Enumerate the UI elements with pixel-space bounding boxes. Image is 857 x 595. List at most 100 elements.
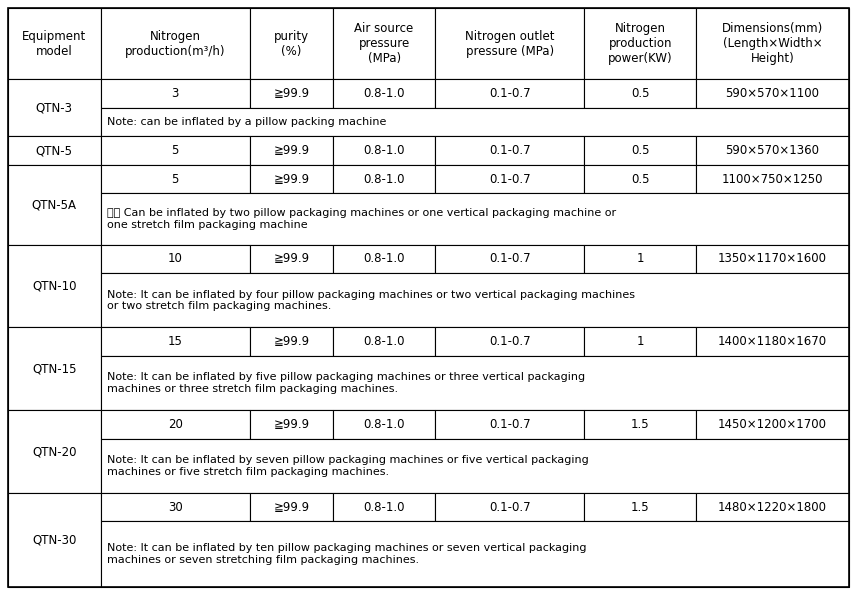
Text: 5: 5 — [171, 144, 179, 157]
Text: 0.5: 0.5 — [631, 173, 650, 186]
Text: 0.1-0.7: 0.1-0.7 — [489, 144, 530, 157]
Text: ≧99.9: ≧99.9 — [273, 418, 309, 431]
Text: Air source
pressure
(MPa): Air source pressure (MPa) — [355, 22, 414, 65]
Bar — [100, 273, 849, 327]
Text: 20: 20 — [168, 418, 183, 431]
Bar — [435, 165, 584, 193]
Text: 590×570×1100: 590×570×1100 — [726, 87, 819, 100]
Bar — [250, 165, 333, 193]
Bar — [435, 8, 584, 79]
Bar — [333, 136, 435, 165]
Bar — [333, 79, 435, 108]
Bar — [100, 356, 849, 410]
Bar — [333, 327, 435, 356]
Bar — [696, 136, 849, 165]
Text: ≧99.9: ≧99.9 — [273, 500, 309, 513]
Bar — [8, 79, 100, 136]
Bar — [696, 79, 849, 108]
Bar — [8, 8, 100, 79]
Bar — [8, 327, 100, 410]
Bar — [8, 136, 100, 165]
Text: QTN-3: QTN-3 — [36, 101, 73, 114]
Bar — [100, 245, 250, 273]
Text: 15: 15 — [168, 335, 183, 348]
Bar — [100, 8, 250, 79]
Bar — [100, 136, 250, 165]
Bar — [435, 327, 584, 356]
Bar — [250, 79, 333, 108]
Bar — [8, 493, 100, 587]
Bar — [250, 493, 333, 521]
Text: 0.1-0.7: 0.1-0.7 — [489, 335, 530, 348]
Bar — [696, 8, 849, 79]
Text: Note: can be inflated by a pillow packing machine: Note: can be inflated by a pillow packin… — [106, 117, 386, 127]
Bar — [333, 8, 435, 79]
Text: 10: 10 — [168, 252, 183, 265]
Bar — [584, 165, 696, 193]
Bar — [250, 245, 333, 273]
Bar — [8, 410, 100, 493]
Text: ≧99.9: ≧99.9 — [273, 87, 309, 100]
Text: 1350×1170×1600: 1350×1170×1600 — [718, 252, 827, 265]
Text: ≧99.9: ≧99.9 — [273, 144, 309, 157]
Text: 0.8-1.0: 0.8-1.0 — [363, 87, 405, 100]
Text: 1: 1 — [637, 252, 644, 265]
Text: 3: 3 — [171, 87, 179, 100]
Text: ≧99.9: ≧99.9 — [273, 173, 309, 186]
Text: 1100×750×1250: 1100×750×1250 — [722, 173, 824, 186]
Text: 0.8-1.0: 0.8-1.0 — [363, 418, 405, 431]
Text: 0.5: 0.5 — [631, 144, 650, 157]
Bar — [100, 521, 849, 587]
Text: 0.8-1.0: 0.8-1.0 — [363, 144, 405, 157]
Bar — [696, 493, 849, 521]
Bar — [100, 493, 250, 521]
Bar — [250, 327, 333, 356]
Text: QTN-5A: QTN-5A — [32, 198, 77, 211]
Text: QTN-10: QTN-10 — [32, 280, 76, 293]
Text: 1450×1200×1700: 1450×1200×1700 — [718, 418, 827, 431]
Bar — [696, 165, 849, 193]
Bar — [696, 410, 849, 439]
Bar — [100, 439, 849, 493]
Bar — [696, 245, 849, 273]
Text: Note: It can be inflated by ten pillow packaging machines or seven vertical pack: Note: It can be inflated by ten pillow p… — [106, 543, 586, 565]
Text: QTN-5: QTN-5 — [36, 144, 73, 157]
Text: 590×570×1360: 590×570×1360 — [726, 144, 819, 157]
Bar — [435, 410, 584, 439]
Bar — [250, 136, 333, 165]
Bar — [100, 327, 250, 356]
Text: Note: It can be inflated by four pillow packaging machines or two vertical packa: Note: It can be inflated by four pillow … — [106, 290, 634, 311]
Bar — [100, 165, 250, 193]
Text: 0.8-1.0: 0.8-1.0 — [363, 252, 405, 265]
Bar — [435, 245, 584, 273]
Bar — [584, 245, 696, 273]
Bar — [584, 493, 696, 521]
Bar — [100, 410, 250, 439]
Text: ≧99.9: ≧99.9 — [273, 335, 309, 348]
Text: Nitrogen outlet
pressure (MPa): Nitrogen outlet pressure (MPa) — [465, 30, 554, 58]
Text: 5: 5 — [171, 173, 179, 186]
Bar — [333, 245, 435, 273]
Bar — [435, 136, 584, 165]
Text: ≧99.9: ≧99.9 — [273, 252, 309, 265]
Text: Dimensions(mm)
(Length×Width×
Height): Dimensions(mm) (Length×Width× Height) — [722, 22, 823, 65]
Text: Equipment
model: Equipment model — [22, 30, 87, 58]
Text: Note: It can be inflated by five pillow packaging machines or three vertical pac: Note: It can be inflated by five pillow … — [106, 372, 584, 394]
Text: 0.8-1.0: 0.8-1.0 — [363, 335, 405, 348]
Bar — [250, 8, 333, 79]
Text: QTN-30: QTN-30 — [32, 534, 76, 546]
Text: 1.5: 1.5 — [631, 418, 650, 431]
Text: 0.5: 0.5 — [631, 87, 650, 100]
Text: 0.8-1.0: 0.8-1.0 — [363, 500, 405, 513]
Text: 0.1-0.7: 0.1-0.7 — [489, 173, 530, 186]
Text: QTN-15: QTN-15 — [32, 362, 76, 375]
Bar — [584, 79, 696, 108]
Text: 1400×1180×1670: 1400×1180×1670 — [718, 335, 827, 348]
Text: Nitrogen
production
power(KW): Nitrogen production power(KW) — [608, 22, 673, 65]
Bar — [696, 327, 849, 356]
Text: 30: 30 — [168, 500, 183, 513]
Text: 0.1-0.7: 0.1-0.7 — [489, 418, 530, 431]
Bar — [333, 410, 435, 439]
Text: QTN-20: QTN-20 — [32, 445, 76, 458]
Text: 1480×1220×1800: 1480×1220×1800 — [718, 500, 827, 513]
